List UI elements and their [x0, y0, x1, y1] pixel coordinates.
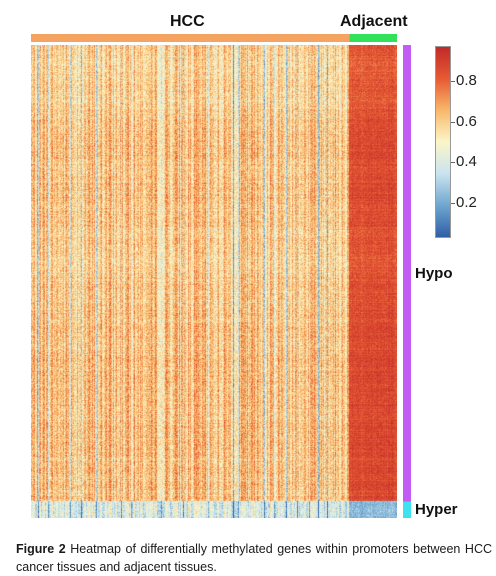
- colorbar: [435, 46, 451, 238]
- colorbar-tick-mark: [451, 203, 455, 205]
- row-group-label-hypo: Hypo: [415, 265, 453, 282]
- figure-label: Figure 2: [16, 542, 66, 556]
- column-annotation-bar: [31, 34, 397, 42]
- caption-text: Heatmap of differentially methylated gen…: [16, 542, 492, 574]
- methylation-heatmap: [31, 45, 397, 518]
- colorbar-tick-mark: [451, 121, 455, 123]
- colorbar-tick-mark: [451, 80, 455, 82]
- colorbar-tick-label: 0.6: [456, 112, 477, 130]
- colorbar-tick-label: 0.8: [456, 71, 477, 89]
- colorbar-tick-label: 0.4: [456, 153, 477, 171]
- row-annotation-bar: [403, 45, 411, 518]
- figure-caption: Figure 2 Heatmap of differentially methy…: [16, 540, 492, 576]
- colorbar-tick-label: 0.2: [456, 194, 477, 212]
- colorbar-tick-mark: [451, 162, 455, 164]
- column-group-label-adjacent: Adjacent: [340, 13, 408, 30]
- row-group-label-hyper: Hyper: [415, 501, 458, 518]
- column-group-label-hcc: HCC: [170, 13, 205, 30]
